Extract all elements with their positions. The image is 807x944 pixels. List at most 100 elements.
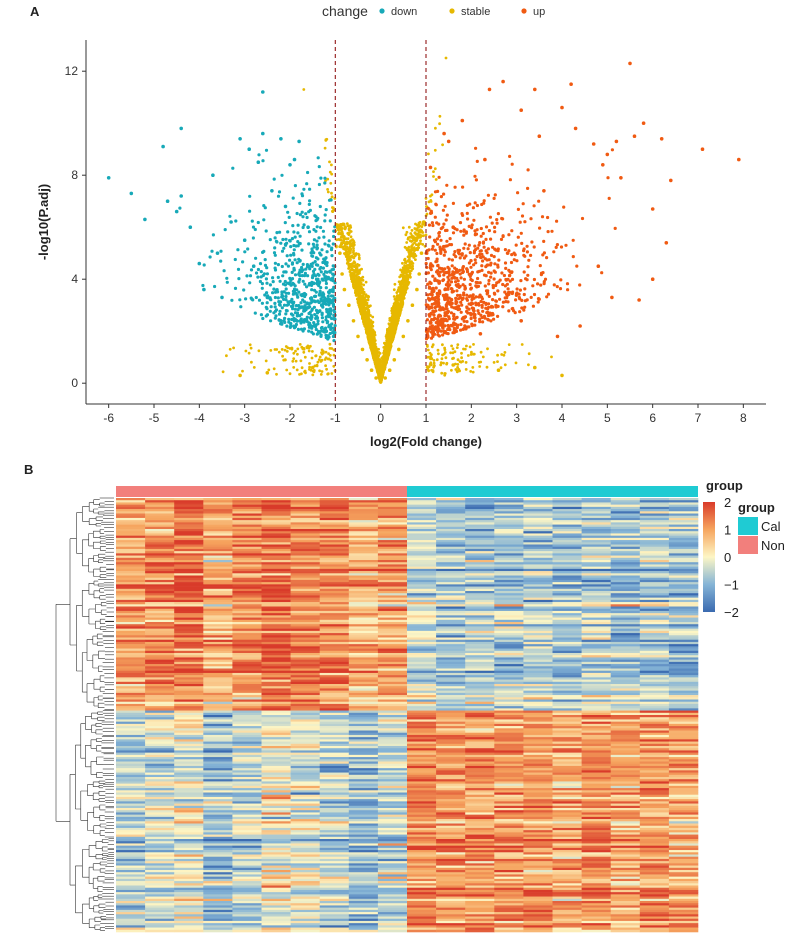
heatmap-cell	[552, 517, 582, 521]
heatmap-cell	[203, 544, 233, 548]
point-down	[292, 287, 297, 291]
heatmap-cell	[348, 515, 379, 519]
heatmap-cell	[319, 544, 350, 548]
point-stable	[381, 368, 384, 372]
point-down	[188, 225, 193, 229]
point-stable	[458, 369, 461, 373]
point-stable	[344, 226, 347, 230]
point-up	[493, 270, 497, 274]
point-down	[318, 289, 322, 293]
point-up	[459, 322, 463, 327]
point-stable	[332, 348, 336, 352]
heatmap-cell	[668, 513, 699, 517]
point-up	[479, 299, 483, 304]
point-up	[427, 223, 432, 227]
point-down	[197, 261, 202, 266]
point-down	[261, 90, 265, 94]
point-up	[664, 241, 669, 245]
point-up	[455, 228, 459, 232]
point-up	[453, 250, 457, 254]
point-up	[480, 315, 484, 320]
heatmap-cell	[145, 517, 175, 521]
point-up	[501, 282, 505, 287]
point-stable	[413, 241, 416, 245]
point-up	[475, 285, 479, 289]
point-up	[473, 244, 477, 248]
point-down	[256, 160, 261, 164]
point-stable	[272, 367, 276, 371]
point-stable	[461, 360, 465, 363]
point-down	[276, 275, 280, 279]
point-down	[242, 238, 247, 242]
point-up	[449, 311, 453, 315]
point-up	[482, 201, 486, 205]
point-down	[161, 144, 165, 149]
point-stable	[352, 265, 356, 268]
point-stable	[331, 209, 334, 213]
point-stable	[351, 319, 356, 323]
heatmap-cell	[145, 529, 175, 532]
heatmap-cell	[116, 506, 146, 510]
point-stable	[331, 206, 335, 210]
heatmap-cell	[261, 515, 291, 519]
point-up	[439, 329, 443, 333]
heatmap-cell	[436, 531, 466, 534]
point-down	[329, 327, 333, 331]
point-stable	[244, 349, 248, 353]
point-down	[272, 287, 276, 291]
legend-marker-up	[521, 8, 527, 14]
point-up	[565, 282, 570, 286]
point-down	[275, 231, 279, 235]
point-down	[313, 267, 317, 271]
annotation-Non	[116, 486, 407, 497]
point-down	[324, 329, 329, 334]
heatmap-cell	[348, 542, 379, 545]
heatmap-cell	[494, 529, 524, 532]
heatmap-cell	[174, 535, 204, 539]
point-up	[555, 243, 560, 247]
point-stable	[443, 372, 447, 375]
point-stable	[426, 355, 430, 359]
heatmap-cell	[174, 546, 204, 550]
point-stable	[298, 343, 302, 346]
point-stable	[303, 355, 307, 359]
heatmap-cell	[436, 551, 466, 554]
point-down	[258, 262, 263, 266]
point-down	[326, 243, 330, 247]
point-stable	[386, 346, 390, 350]
point-up	[480, 297, 484, 301]
point-stable	[232, 346, 236, 350]
point-up	[435, 257, 439, 261]
heatmap-cell	[552, 526, 582, 530]
heatmap-cell	[668, 500, 699, 503]
point-up	[460, 212, 464, 216]
point-up	[442, 253, 446, 257]
heatmap-cell	[203, 520, 233, 523]
x-tick-label: 1	[423, 411, 430, 425]
heatmap-cell	[407, 537, 437, 541]
heatmap-cell	[261, 544, 291, 548]
y-tick-label: 0	[71, 376, 78, 390]
point-up	[461, 296, 465, 300]
point-stable	[386, 327, 389, 331]
point-stable	[357, 282, 360, 286]
heatmap-cell	[116, 500, 146, 503]
annotation-Cal	[407, 486, 698, 497]
heatmap-cell	[261, 524, 291, 528]
heatmap-cell	[174, 522, 204, 525]
point-stable	[411, 267, 415, 271]
point-up	[444, 218, 448, 222]
heatmap-cell	[290, 537, 320, 541]
point-up	[460, 253, 464, 257]
heatmap-cell	[377, 520, 408, 523]
point-stable	[346, 258, 350, 262]
heatmap-cell	[232, 540, 262, 543]
point-down	[289, 253, 293, 257]
point-up	[482, 300, 486, 304]
point-down	[323, 242, 327, 246]
heatmap-cell	[319, 526, 350, 530]
heatmap-cell	[436, 529, 466, 532]
point-stable	[345, 222, 349, 226]
heatmap-cell	[203, 515, 233, 519]
point-up	[477, 311, 481, 315]
